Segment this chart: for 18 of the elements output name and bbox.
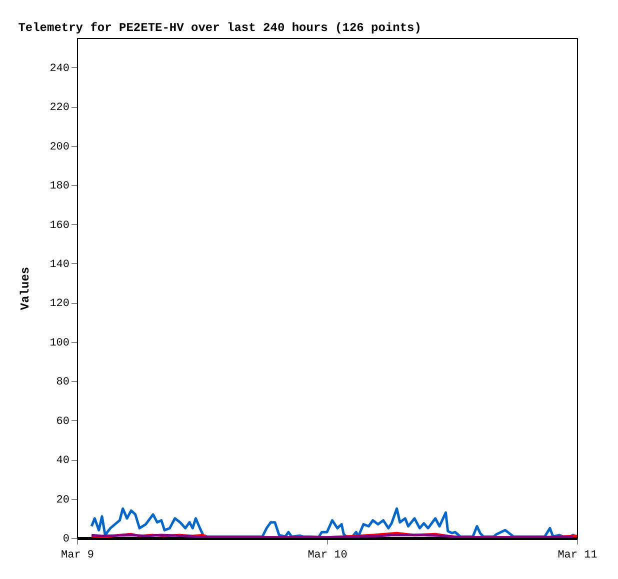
chart-title: Telemetry for PE2ETE-HV over last 240 hours (126 points)	[18, 21, 422, 35]
y-tick-label: 180	[50, 180, 70, 193]
y-tick-label: 220	[50, 102, 70, 114]
y-tick-label: 0	[62, 534, 70, 546]
y-tick-label: 80	[56, 376, 70, 389]
y-axis-title: Values	[18, 266, 33, 310]
y-tick-label: 120	[50, 298, 70, 310]
y-tick-label: 100	[50, 337, 70, 350]
x-tick-label: Mar 11	[558, 550, 598, 562]
y-tick-label: 200	[50, 141, 70, 154]
y-tick-label: 40	[56, 455, 70, 468]
y-tick-label: 240	[50, 62, 70, 75]
x-tick-label: Mar 9	[60, 550, 94, 562]
y-tick-label: 20	[56, 494, 70, 506]
y-tick-label: 60	[56, 416, 70, 428]
x-tick-label: Mar 10	[308, 550, 348, 562]
y-tick-label: 160	[50, 220, 70, 232]
y-tick-label: 140	[50, 258, 70, 271]
